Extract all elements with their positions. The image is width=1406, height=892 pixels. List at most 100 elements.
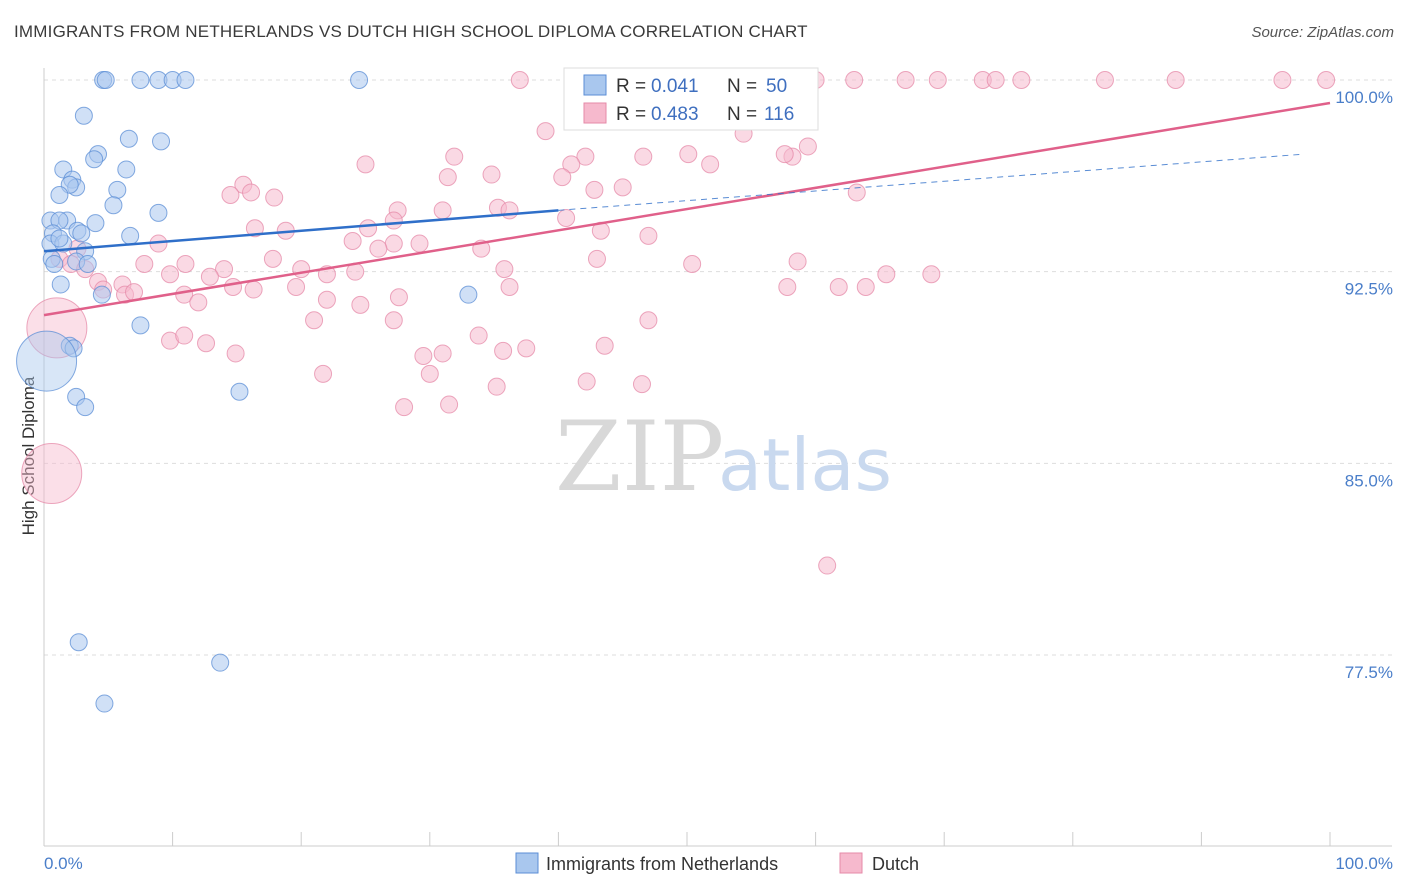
pink-point-4 bbox=[896, 71, 915, 89]
blue-point-2 bbox=[131, 71, 150, 89]
pink-point-19 bbox=[775, 145, 794, 164]
blue-point-36 bbox=[78, 255, 97, 273]
pink-point-14 bbox=[536, 122, 555, 141]
pink-point-100 bbox=[414, 347, 433, 365]
y-tick-label-2: 85.0% bbox=[1345, 471, 1393, 490]
y-axis-title: High School Diploma bbox=[19, 376, 38, 535]
pink-point-31 bbox=[221, 186, 240, 204]
pink-point-21 bbox=[634, 147, 653, 166]
x-tick-label-1: 100.0% bbox=[1335, 854, 1393, 873]
watermark-atlas: atlas bbox=[718, 423, 892, 507]
pink-point-34 bbox=[613, 178, 632, 197]
blue-point-24 bbox=[86, 214, 105, 233]
pink-point-95 bbox=[226, 344, 245, 363]
blue-point-34 bbox=[45, 255, 64, 273]
series-legend-swatch-blue bbox=[515, 852, 539, 874]
pink-point-43 bbox=[359, 219, 378, 238]
pink-point-82 bbox=[877, 265, 896, 284]
blue-point-39 bbox=[459, 285, 478, 304]
y-tick-label-3: 77.5% bbox=[1345, 663, 1393, 682]
pink-point-35 bbox=[847, 183, 866, 202]
x-tick-labels: 0.0% 100.0% bbox=[44, 854, 1393, 873]
blue-point-49 bbox=[95, 694, 114, 713]
blue-point-46 bbox=[230, 382, 249, 401]
blue-point-37 bbox=[51, 275, 70, 294]
pink-point-78 bbox=[495, 260, 514, 279]
x-ticks bbox=[172, 832, 1331, 846]
legend-n-label-blue: N = bbox=[727, 76, 757, 97]
blue-point-19 bbox=[104, 196, 123, 215]
netherlands-trend-line bbox=[43, 209, 559, 253]
pink-point-81 bbox=[788, 252, 807, 271]
pink-point-28 bbox=[438, 168, 457, 187]
legend-swatch-blue bbox=[583, 74, 607, 96]
pink-point-66 bbox=[224, 278, 243, 296]
pink-point-39 bbox=[433, 201, 452, 220]
blue-point-27 bbox=[72, 224, 91, 243]
pink-point-10 bbox=[1166, 71, 1185, 89]
pink-point-61 bbox=[292, 260, 311, 279]
series-legend: Immigrants from Netherlands Dutch bbox=[515, 852, 919, 874]
blue-point-13 bbox=[117, 160, 136, 179]
blue-point-11 bbox=[85, 150, 104, 169]
blue-point-1 bbox=[96, 71, 115, 89]
blue-point-18 bbox=[50, 186, 69, 204]
series-legend-label-blue: Immigrants from Netherlands bbox=[546, 854, 778, 874]
blue-point-20 bbox=[149, 203, 168, 222]
pink-point-57 bbox=[135, 255, 154, 273]
pink-point-106 bbox=[632, 375, 651, 394]
pink-point-12 bbox=[1317, 71, 1336, 89]
pink-point-84 bbox=[829, 278, 848, 296]
legend-r-label-pink: R = bbox=[616, 104, 646, 125]
pink-point-110 bbox=[21, 443, 83, 505]
x-tick-label-0: 0.0% bbox=[44, 854, 83, 873]
pink-point-30 bbox=[242, 183, 261, 202]
y-tick-labels: 100.0% 92.5% 85.0% 77.5% bbox=[1335, 88, 1393, 682]
pink-point-25 bbox=[701, 155, 720, 174]
pink-point-22 bbox=[562, 155, 581, 174]
pink-point-101 bbox=[433, 344, 452, 363]
source-label: Source: ZipAtlas.com bbox=[1251, 24, 1394, 41]
legend-n-value-blue: 50 bbox=[766, 76, 787, 97]
axes bbox=[43, 68, 1392, 847]
pink-point-89 bbox=[305, 311, 324, 330]
pink-point-27 bbox=[553, 168, 572, 187]
blue-point-31 bbox=[50, 229, 69, 248]
pink-point-47 bbox=[343, 232, 362, 250]
pink-point-3 bbox=[845, 71, 864, 89]
series-legend-swatch-pink bbox=[839, 852, 863, 874]
trend-lines bbox=[43, 101, 1331, 317]
pink-point-96 bbox=[469, 326, 488, 345]
pink-point-87 bbox=[500, 278, 519, 296]
pink-point-103 bbox=[420, 364, 439, 383]
pink-point-46 bbox=[639, 226, 658, 245]
y-tick-label-0: 100.0% bbox=[1335, 88, 1393, 107]
pink-point-60 bbox=[263, 249, 282, 268]
pink-point-98 bbox=[517, 339, 536, 358]
pink-point-48 bbox=[384, 234, 403, 253]
legend-r-label-blue: R = bbox=[616, 76, 646, 97]
netherlands-trend-extension bbox=[558, 153, 1305, 211]
blue-point-17 bbox=[108, 180, 127, 199]
pink-point-86 bbox=[856, 278, 875, 296]
pink-point-44 bbox=[384, 211, 403, 230]
pink-point-37 bbox=[500, 201, 519, 220]
pink-point-40 bbox=[557, 209, 576, 227]
blue-point-40 bbox=[131, 316, 150, 335]
pink-point-79 bbox=[587, 249, 606, 268]
pink-point-104 bbox=[487, 377, 506, 396]
pink-point-9 bbox=[1095, 71, 1114, 89]
legend-n-label-pink: N = bbox=[727, 104, 757, 125]
pink-point-49 bbox=[410, 234, 429, 253]
pink-point-97 bbox=[494, 341, 513, 360]
legend-r-value-pink: 0.483 bbox=[651, 104, 699, 125]
blue-point-8 bbox=[119, 129, 138, 148]
stats-legend: R = 0.041 N = 50 R = 0.483 N = 116 bbox=[563, 67, 819, 131]
pink-point-111 bbox=[818, 556, 837, 575]
blue-point-38 bbox=[92, 285, 111, 304]
pink-point-77 bbox=[389, 288, 408, 307]
pink-point-88 bbox=[189, 293, 208, 312]
pink-point-90 bbox=[384, 311, 403, 330]
pink-point-24 bbox=[356, 155, 375, 174]
